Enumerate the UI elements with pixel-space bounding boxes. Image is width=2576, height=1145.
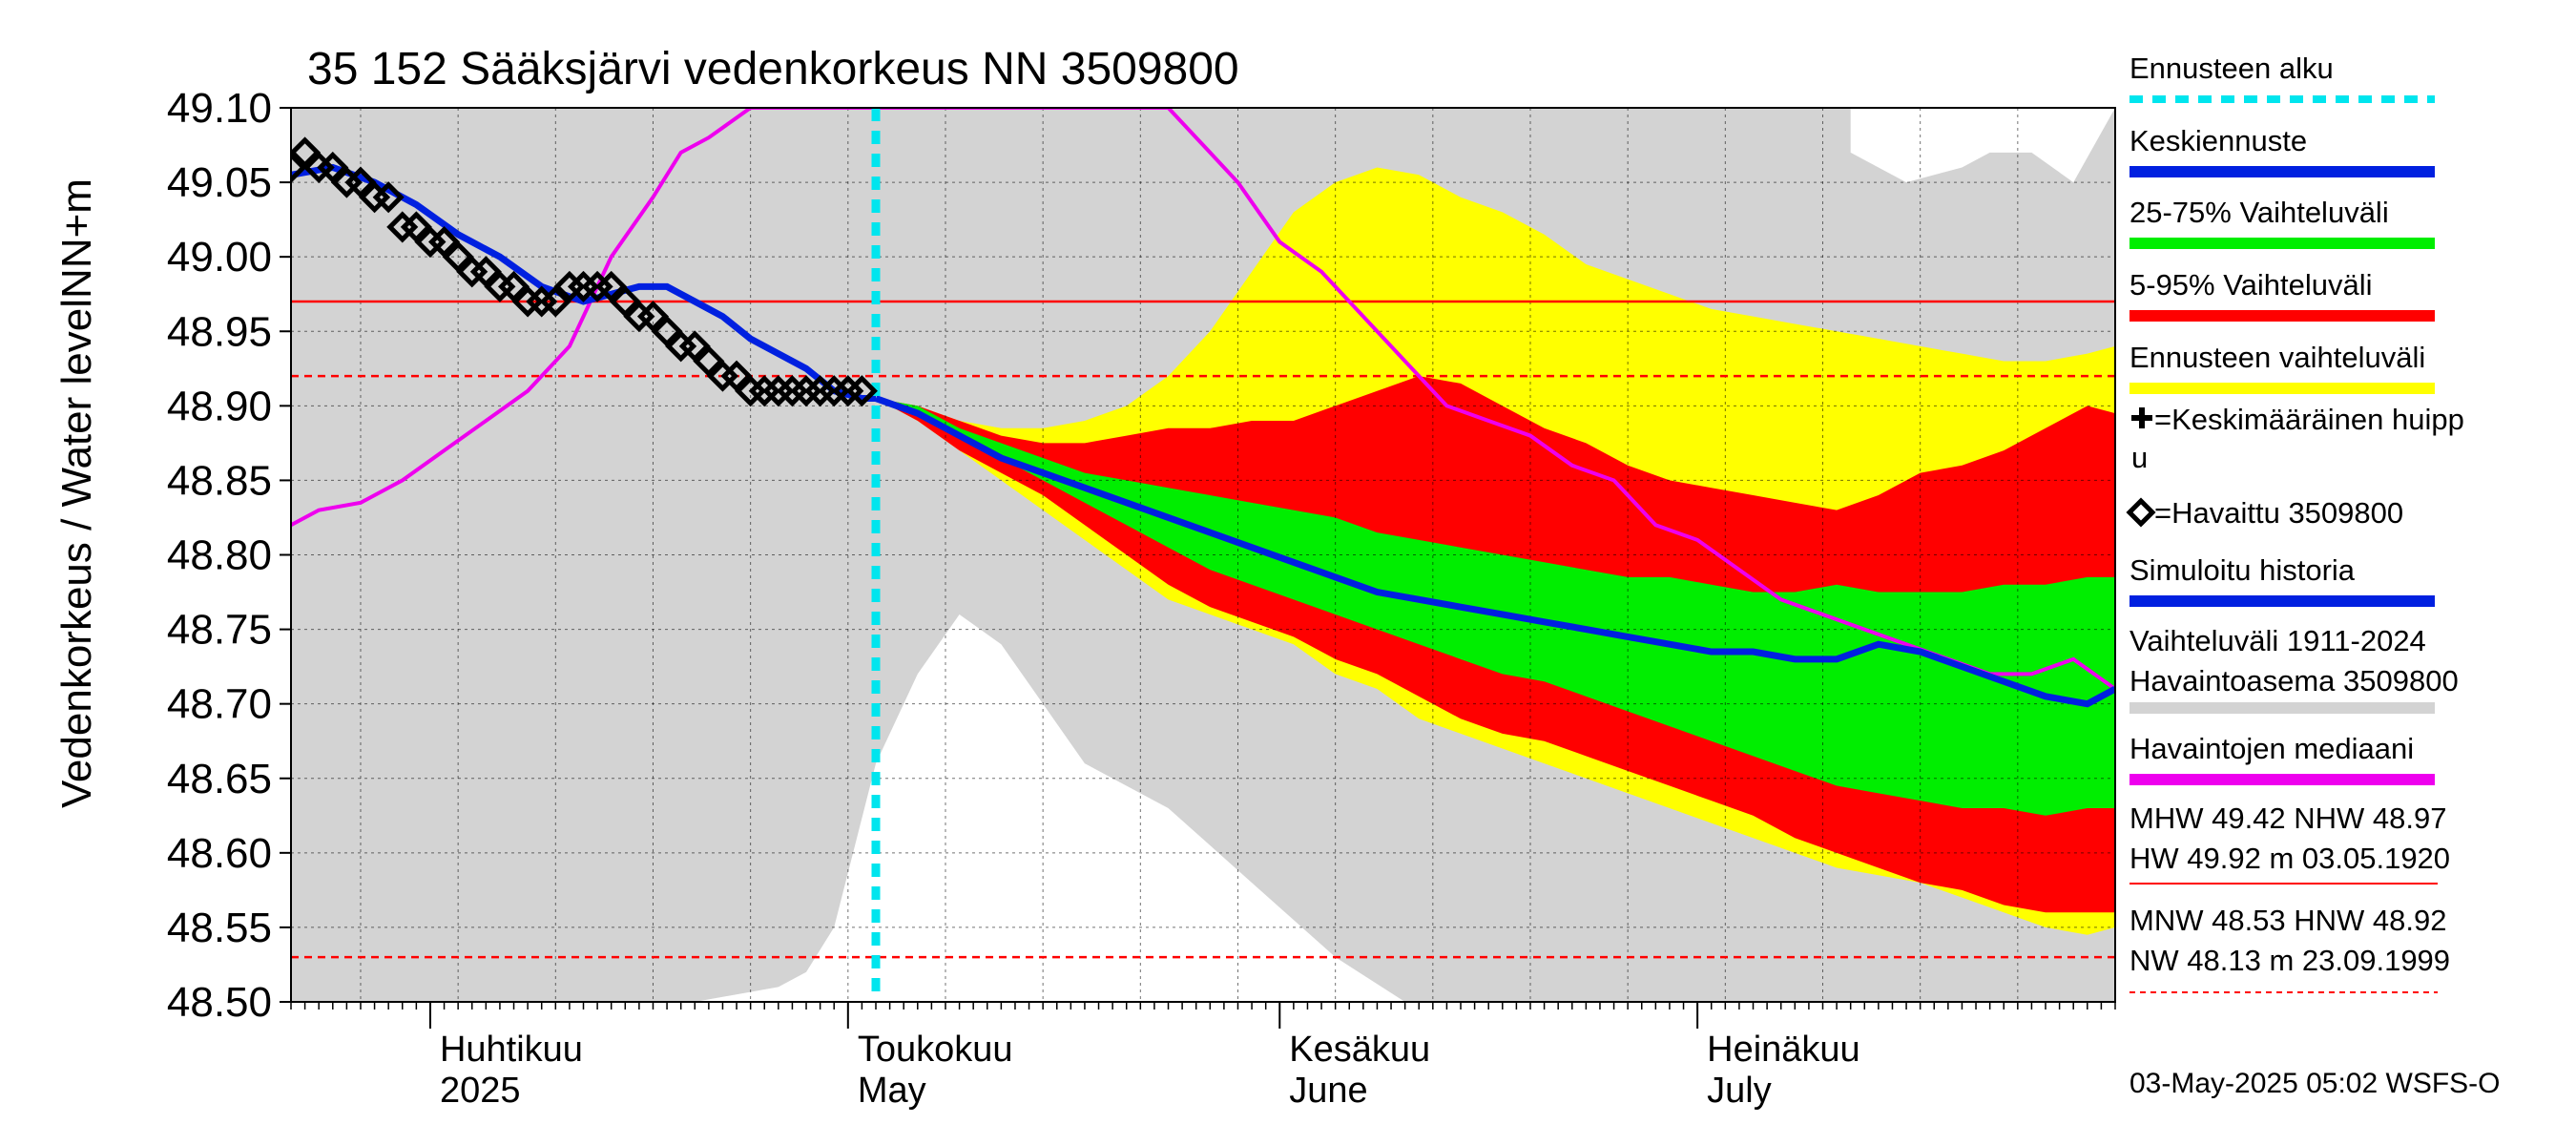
x-month-label-fi-1: Toukokuu — [858, 1030, 1013, 1070]
observed-point-19 — [539, 285, 571, 318]
forecast-median-line — [874, 395, 2115, 708]
legend-swatch-2 — [2129, 238, 2435, 249]
median-hist-line — [291, 108, 2115, 691]
stats-line-4: NW 48.13 m 23.09.1999 — [2129, 944, 2450, 977]
observed-point-23 — [595, 270, 628, 302]
y-tick-label-0: 48.50 — [167, 979, 272, 1026]
legend-swatch-7 — [2129, 595, 2435, 607]
legend-label-6: =Havaittu 3509800 — [2154, 496, 2403, 530]
y-tick-label-8: 48.90 — [167, 383, 272, 429]
y-tick-label-10: 49.00 — [167, 234, 272, 281]
footer-timestamp: 03-May-2025 05:02 WSFS-O — [2129, 1068, 2501, 1099]
legend-plus-icon — [2131, 407, 2152, 428]
x-month-label-fi-0: Huhtikuu — [440, 1030, 583, 1070]
observed-point-1 — [291, 136, 322, 169]
y-tick-label-3: 48.65 — [167, 756, 272, 802]
legend-label-9: Havaintojen mediaani — [2129, 732, 2414, 765]
observed-point-30 — [693, 344, 725, 378]
legend-label-8-cont: Havaintoasema 3509800 — [2129, 664, 2459, 697]
hist-range-gap-high — [1850, 108, 2115, 183]
legend-label-7: Simuloitu historia — [2129, 553, 2356, 587]
observed-point-12 — [442, 240, 474, 273]
legend-swatch-4 — [2129, 383, 2435, 394]
y-axis-label-outer: Vedenkorkeus / Water level — [53, 299, 100, 808]
observed-point-41 — [845, 375, 878, 407]
observed-point-24 — [609, 285, 641, 318]
stats-line-3: MNW 48.53 HNW 48.92 — [2129, 904, 2447, 937]
x-month-label-en-0: 2025 — [440, 1071, 521, 1111]
chart-title: 35 152 Sääksjärvi vedenkorkeus NN 350980… — [307, 44, 1239, 94]
x-month-label-en-1: May — [858, 1071, 926, 1111]
legend-label-5-cont: u — [2131, 441, 2148, 474]
y-tick-label-11: 49.05 — [167, 159, 272, 206]
y-tick-label-5: 48.75 — [167, 607, 272, 654]
observed-point-11 — [428, 226, 461, 259]
y-tick-label-2: 48.60 — [167, 830, 272, 877]
forecast-band-25-75 — [876, 398, 2115, 816]
legend-swatch-1 — [2129, 166, 2435, 177]
observed-point-0 — [291, 151, 307, 184]
observed-point-32 — [720, 360, 753, 392]
observed-point-3 — [317, 151, 349, 184]
y-tick-label-4: 48.70 — [167, 681, 272, 728]
legend-label-0: Ennusteen alku — [2129, 52, 2334, 85]
observed-point-16 — [497, 270, 530, 302]
legend-swatch-3 — [2129, 310, 2435, 322]
legend-swatch-9 — [2129, 774, 2435, 785]
observed-point-7 — [372, 181, 405, 214]
legend-label-5: =Keskimääräinen huipp — [2154, 403, 2464, 436]
legend-label-3: 5-95% Vaihteluväli — [2129, 268, 2372, 302]
observed-point-26 — [636, 301, 670, 333]
legend-label-4: Ennusteen vaihteluväli — [2129, 341, 2425, 374]
y-tick-label-12: 49.10 — [167, 85, 272, 132]
x-month-label-en-2: June — [1289, 1071, 1367, 1111]
y-axis-label-inner: NN+m — [53, 178, 100, 299]
observed-point-9 — [400, 211, 432, 243]
y-tick-label-9: 48.95 — [167, 308, 272, 355]
x-month-label-en-3: July — [1707, 1071, 1772, 1111]
y-tick-label-6: 48.80 — [167, 532, 272, 579]
simulated-history-line — [291, 163, 877, 403]
legend-label-8: Vaihteluväli 1911-2024 — [2129, 624, 2426, 657]
stats-line-2: HW 49.92 m 03.05.1920 — [2129, 842, 2450, 875]
legend-swatch-8 — [2129, 702, 2435, 714]
y-tick-label-1: 48.55 — [167, 905, 272, 951]
legend-diamond-icon — [2126, 497, 2156, 528]
stats-line-1: MHW 49.42 NHW 48.97 — [2129, 802, 2447, 835]
legend-label-1: Keskiennuste — [2129, 124, 2307, 157]
observed-point-27 — [651, 315, 683, 347]
y-tick-label-7: 48.85 — [167, 457, 272, 504]
legend-label-2: 25-75% Vaihteluväli — [2129, 196, 2389, 229]
hist-range-gap-low — [695, 614, 1405, 1002]
x-month-label-fi-3: Heinäkuu — [1707, 1030, 1860, 1070]
observed-point-14 — [469, 256, 502, 288]
observed-point-29 — [678, 330, 711, 363]
observed-point-5 — [344, 166, 377, 198]
x-month-label-fi-2: Kesäkuu — [1289, 1030, 1430, 1070]
